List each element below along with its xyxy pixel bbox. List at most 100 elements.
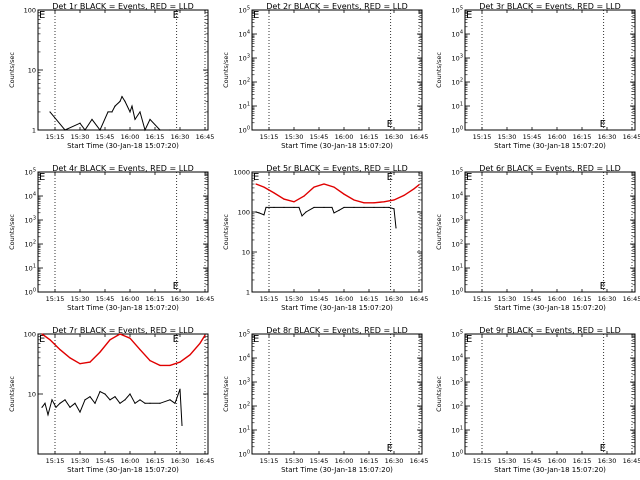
data-point-events bbox=[124, 100, 126, 102]
x-tick-label: 16:15 bbox=[360, 295, 379, 303]
plot-frame bbox=[464, 9, 636, 131]
y-axis-label: Counts/sec bbox=[435, 52, 443, 88]
data-point-lld bbox=[79, 363, 81, 365]
data-point-lld bbox=[204, 334, 206, 336]
data-point-events bbox=[174, 129, 176, 131]
y-tick-label: 100 bbox=[239, 450, 250, 459]
y-tick-label: 10 bbox=[242, 249, 250, 257]
data-point-events bbox=[144, 129, 146, 131]
e-marker-right: E bbox=[600, 119, 606, 130]
data-point-events bbox=[134, 118, 136, 121]
data-point-lld bbox=[255, 183, 257, 185]
data-point-events bbox=[298, 206, 300, 209]
x-tick-label: 16:45 bbox=[196, 133, 215, 141]
y-tick-label: 104 bbox=[452, 354, 463, 363]
data-point-events bbox=[293, 206, 295, 209]
y-axis-label: Counts/sec bbox=[8, 214, 16, 250]
data-point-events bbox=[388, 206, 390, 209]
x-tick-label: 15:30 bbox=[71, 457, 90, 465]
detector-panel-6: Det 6r BLACK = Events, RED = LLD 15:15 15:… bbox=[435, 164, 640, 312]
data-point-events bbox=[44, 402, 46, 404]
plot-frame bbox=[37, 171, 209, 293]
detector-panel-1: Det 1r BLACK = Events, RED = LLD 15:15 15:… bbox=[8, 2, 214, 150]
data-point-events bbox=[331, 206, 333, 209]
y-tick-label: 105 bbox=[239, 6, 250, 15]
data-point-events bbox=[338, 209, 340, 211]
plot-frame bbox=[464, 171, 636, 293]
y-axis-label: Counts/sec bbox=[222, 376, 230, 412]
x-tick-label: 15:45 bbox=[523, 295, 542, 303]
data-point-events bbox=[139, 111, 141, 113]
x-tick-label: 16:15 bbox=[146, 133, 165, 141]
panel-title: Det 7r BLACK = Events, RED = LLD bbox=[52, 326, 194, 335]
y-tick-label: 101 bbox=[239, 426, 250, 435]
x-axis-label: Start Time (30-Jan-18 15:07:20) bbox=[281, 304, 393, 312]
y-tick-label: 103 bbox=[452, 378, 463, 387]
e-marker-left: E bbox=[466, 10, 472, 21]
panel-title: Det 9r BLACK = Events, RED = LLD bbox=[479, 326, 621, 335]
data-point-events bbox=[59, 402, 61, 404]
y-axis-label: Counts/sec bbox=[435, 214, 443, 250]
data-point-events bbox=[333, 212, 335, 214]
data-point-lld bbox=[99, 351, 101, 353]
data-point-events bbox=[313, 206, 315, 209]
data-point-events bbox=[169, 129, 171, 131]
x-axis-label: Start Time (30-Jan-18 15:07:20) bbox=[67, 466, 179, 474]
x-tick-label: 15:15 bbox=[473, 295, 492, 303]
e-marker-left: E bbox=[466, 172, 472, 183]
data-point-events bbox=[305, 211, 307, 213]
detector-panel-9: Det 9r BLACK = Events, RED = LLD 15:15 15:… bbox=[435, 326, 640, 474]
data-point-lld bbox=[343, 193, 345, 195]
plot-frame bbox=[251, 9, 423, 131]
data-point-lld bbox=[169, 364, 171, 366]
x-tick-label: 15:45 bbox=[96, 133, 115, 141]
panel-title: Det 4r BLACK = Events, RED = LLD bbox=[52, 164, 194, 173]
x-tick-label: 15:45 bbox=[523, 457, 542, 465]
x-tick-label: 15:15 bbox=[46, 295, 65, 303]
detector-panel-7: Det 7r BLACK = Events, RED = LLD 15:15 15:… bbox=[8, 326, 214, 474]
x-tick-label: 16:45 bbox=[196, 457, 215, 465]
data-point-events bbox=[109, 399, 111, 401]
x-tick-label: 15:45 bbox=[310, 457, 329, 465]
data-point-lld bbox=[159, 364, 161, 366]
series-line-events bbox=[255, 206, 397, 228]
y-tick-label: 101 bbox=[452, 264, 463, 273]
data-point-lld bbox=[363, 202, 365, 204]
data-point-events bbox=[131, 105, 133, 107]
panel-title: Det 8r BLACK = Events, RED = LLD bbox=[266, 326, 408, 335]
data-point-events bbox=[363, 206, 365, 209]
data-point-events bbox=[119, 100, 121, 102]
x-tick-label: 15:45 bbox=[523, 133, 542, 141]
y-tick-label: 100 bbox=[239, 126, 250, 135]
data-point-events bbox=[353, 206, 355, 209]
series-line-events bbox=[41, 389, 183, 426]
e-marker-left: E bbox=[39, 172, 45, 183]
data-point-lld bbox=[149, 360, 151, 362]
data-point-events bbox=[114, 396, 116, 398]
data-point-events bbox=[41, 406, 43, 408]
data-point-lld bbox=[293, 201, 295, 203]
data-point-lld bbox=[139, 348, 141, 351]
data-point-lld bbox=[179, 361, 181, 363]
x-tick-label: 15:30 bbox=[71, 133, 90, 141]
data-point-events bbox=[139, 399, 141, 401]
data-point-events bbox=[55, 406, 57, 408]
x-tick-label: 16:45 bbox=[410, 133, 429, 141]
y-tick-label: 101 bbox=[452, 426, 463, 435]
y-tick-label: 100 bbox=[24, 7, 36, 15]
y-tick-label: 100 bbox=[238, 209, 250, 217]
y-tick-label: 103 bbox=[452, 54, 463, 63]
y-tick-label: 104 bbox=[452, 192, 463, 201]
data-point-events bbox=[373, 206, 375, 209]
data-point-events bbox=[79, 411, 81, 413]
e-marker-left: E bbox=[466, 334, 472, 345]
data-point-events bbox=[107, 111, 109, 113]
x-tick-label: 16:00 bbox=[548, 457, 567, 465]
data-point-events bbox=[89, 396, 91, 398]
y-tick-label: 104 bbox=[239, 30, 250, 39]
y-axis-label: Counts/sec bbox=[435, 376, 443, 412]
y-tick-label: 102 bbox=[452, 402, 463, 411]
panel-title: Det 1r BLACK = Events, RED = LLD bbox=[52, 2, 194, 11]
x-tick-label: 15:30 bbox=[498, 133, 517, 141]
e-marker-right: E bbox=[600, 443, 606, 454]
